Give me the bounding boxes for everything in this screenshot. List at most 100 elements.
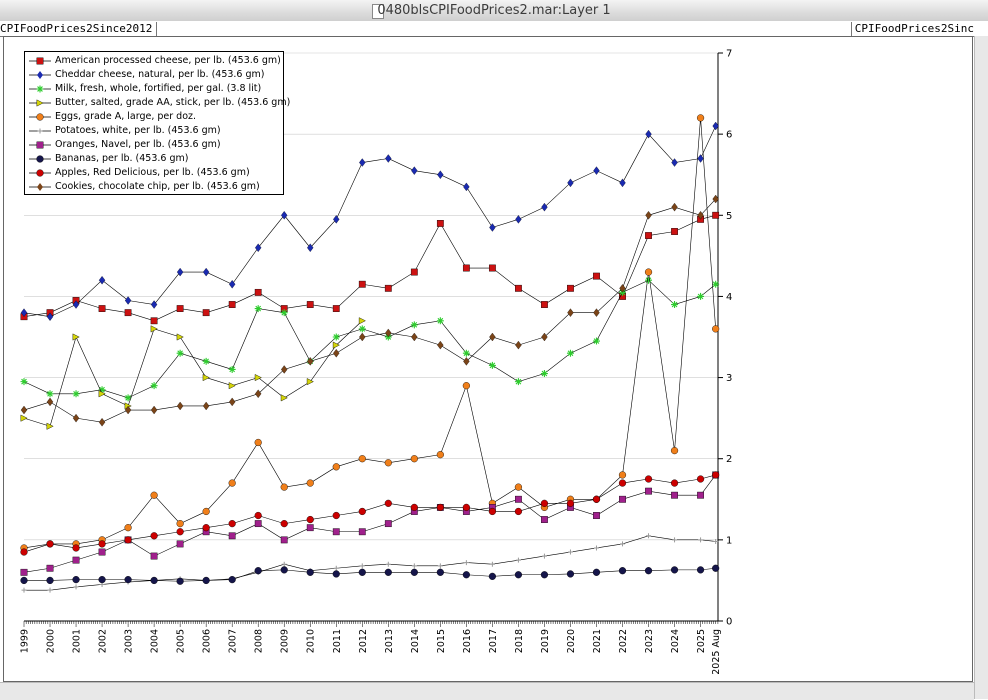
legend-label: Eggs, grade A, large, per doz.	[55, 111, 197, 122]
data-point	[280, 394, 288, 402]
data-point	[712, 325, 720, 333]
data-point	[333, 565, 339, 571]
legend-label: Cookies, chocolate chip, per lb. (453.6 …	[55, 181, 260, 192]
data-point	[436, 503, 444, 512]
data-point	[593, 272, 600, 280]
data-point	[306, 479, 314, 487]
data-point	[72, 333, 80, 341]
x-tick-label: 2019	[540, 629, 551, 653]
x-tick-label: 2020	[566, 629, 577, 653]
x-tick-label: 2018	[514, 629, 525, 653]
data-point	[645, 211, 652, 220]
data-point	[202, 576, 210, 585]
data-point	[514, 571, 523, 579]
legend-marker	[29, 71, 51, 79]
data-point	[489, 223, 496, 232]
data-point	[618, 471, 627, 479]
data-point	[280, 309, 288, 317]
data-point	[332, 528, 340, 536]
data-point	[358, 528, 366, 536]
data-point	[20, 405, 28, 415]
data-point	[306, 301, 314, 308]
data-point	[514, 378, 522, 386]
data-point	[644, 567, 653, 575]
data-point	[462, 264, 470, 272]
data-point	[593, 512, 600, 519]
horizontal-scrollbar[interactable]	[0, 682, 974, 700]
data-point	[176, 349, 184, 357]
x-tick-label: 2009	[280, 629, 291, 653]
data-point	[514, 507, 523, 516]
data-point	[410, 503, 418, 512]
data-point	[281, 561, 287, 567]
legend-label: Apples, Red Delicious, per lb. (453.6 gm…	[55, 167, 250, 178]
data-point	[592, 495, 601, 503]
data-point	[541, 301, 548, 308]
data-point	[359, 563, 365, 569]
data-point	[150, 382, 158, 390]
data-point	[72, 576, 80, 584]
data-point	[176, 577, 184, 585]
data-point	[176, 401, 184, 411]
legend-entry: Butter, salted, grade AA, stick, per lb.…	[25, 96, 290, 110]
data-point	[255, 389, 262, 399]
x-tick-label: 2013	[384, 629, 395, 653]
data-point	[384, 284, 392, 292]
data-point	[98, 305, 106, 312]
data-point	[228, 532, 236, 540]
data-point	[515, 495, 522, 503]
data-point	[541, 553, 547, 559]
data-point	[98, 548, 106, 556]
data-point	[359, 332, 366, 342]
data-point	[712, 211, 720, 219]
data-point	[124, 394, 132, 402]
x-tick-label: 2023	[644, 629, 655, 653]
data-point	[592, 337, 600, 345]
data-point	[228, 576, 236, 584]
series-line	[24, 567, 716, 582]
data-point	[228, 301, 236, 308]
data-point	[671, 228, 678, 235]
data-point	[514, 483, 523, 491]
data-point	[150, 491, 158, 499]
data-point	[619, 495, 626, 503]
data-point	[358, 455, 366, 463]
data-point	[228, 280, 236, 289]
data-point	[620, 541, 625, 547]
vertical-scrollbar[interactable]	[974, 36, 988, 699]
data-point	[593, 166, 600, 175]
data-point	[332, 341, 340, 349]
data-point	[202, 309, 210, 317]
data-point	[410, 268, 418, 276]
data-point	[645, 232, 652, 239]
data-point	[567, 284, 574, 292]
data-point	[98, 390, 106, 398]
window-titlebar[interactable]: 0480blsCPIFoodPrices2.mar:Layer 1	[0, 0, 988, 22]
data-point	[436, 568, 444, 576]
legend-marker	[29, 169, 51, 177]
data-point	[47, 587, 53, 593]
data-point	[566, 499, 575, 507]
x-tick-label: 2007	[228, 629, 239, 653]
legend-label: Oranges, Navel, per lb. (453.6 gm)	[55, 139, 221, 150]
data-point	[646, 533, 652, 539]
x-tick-label: 2010	[306, 629, 317, 653]
data-point	[696, 114, 705, 122]
data-point	[697, 292, 705, 300]
x-tick-label: 2012	[358, 629, 369, 653]
data-point	[384, 568, 392, 576]
data-point	[150, 532, 158, 540]
x-tick-label: 2015	[436, 629, 447, 653]
data-point	[488, 507, 496, 516]
x-tick-label: 2005	[176, 629, 187, 653]
data-point	[176, 333, 184, 341]
data-point	[280, 536, 288, 544]
data-point	[567, 549, 573, 555]
data-point	[671, 491, 678, 499]
series-line	[23, 125, 716, 318]
series-line	[23, 474, 716, 573]
data-point	[176, 305, 184, 312]
legend-entry: Cheddar cheese, natural, per lb. (453.6 …	[25, 68, 283, 82]
data-point	[410, 321, 418, 329]
